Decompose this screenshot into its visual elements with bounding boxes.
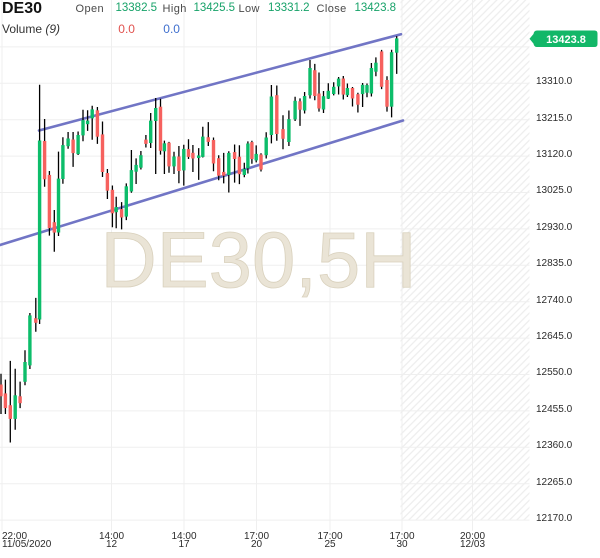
svg-text:DE30,5H: DE30,5H <box>101 215 417 304</box>
svg-text:13423.8: 13423.8 <box>546 34 586 46</box>
